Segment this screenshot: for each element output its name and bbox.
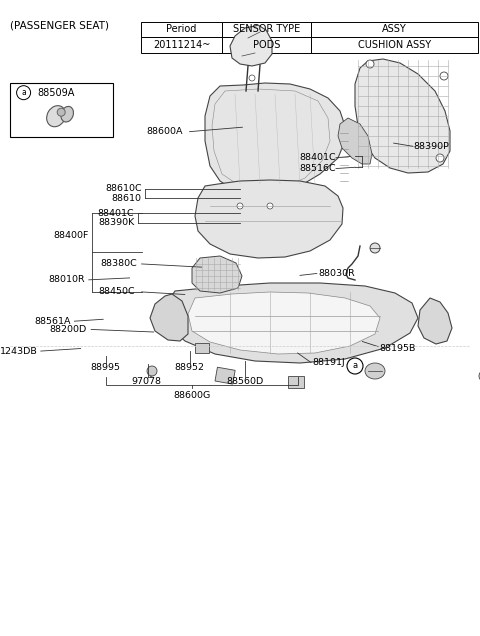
- Text: 20111214~: 20111214~: [153, 40, 210, 50]
- Circle shape: [436, 154, 444, 162]
- PathPatch shape: [355, 59, 450, 173]
- Circle shape: [147, 366, 157, 376]
- Text: CUSHION ASSY: CUSHION ASSY: [358, 40, 431, 50]
- Bar: [215, 367, 235, 384]
- Ellipse shape: [57, 108, 65, 116]
- Text: 97078: 97078: [132, 377, 161, 385]
- Text: 88450C: 88450C: [99, 287, 135, 296]
- Text: Period: Period: [166, 24, 197, 34]
- Text: a: a: [21, 88, 26, 97]
- Circle shape: [366, 60, 374, 68]
- PathPatch shape: [230, 25, 272, 66]
- Circle shape: [370, 243, 380, 253]
- Circle shape: [249, 75, 255, 81]
- Text: 88516C: 88516C: [300, 164, 336, 173]
- Text: (PASSENGER SEAT): (PASSENGER SEAT): [10, 20, 108, 31]
- Bar: [288, 376, 304, 388]
- Circle shape: [249, 85, 255, 91]
- Circle shape: [17, 86, 31, 100]
- Text: ASSY: ASSY: [382, 24, 407, 34]
- PathPatch shape: [150, 294, 188, 341]
- Circle shape: [237, 203, 243, 209]
- Text: 88401C: 88401C: [98, 209, 134, 218]
- Text: 88010R: 88010R: [49, 275, 85, 284]
- PathPatch shape: [338, 118, 372, 164]
- Text: 88610: 88610: [111, 194, 142, 203]
- Text: 88560D: 88560D: [226, 377, 264, 385]
- Text: PODS: PODS: [253, 40, 280, 50]
- Circle shape: [347, 358, 363, 374]
- Text: 88380C: 88380C: [100, 259, 137, 268]
- PathPatch shape: [418, 298, 452, 344]
- Bar: [222, 22, 311, 37]
- Bar: [222, 37, 311, 53]
- Circle shape: [440, 72, 448, 80]
- Bar: [311, 22, 478, 37]
- Text: 88390K: 88390K: [98, 218, 134, 227]
- Bar: [10, 83, 113, 137]
- Text: 88952: 88952: [175, 363, 204, 371]
- Bar: [311, 37, 478, 53]
- PathPatch shape: [165, 283, 418, 363]
- Text: 88509A: 88509A: [37, 88, 75, 98]
- Text: 88191J: 88191J: [312, 358, 345, 367]
- Text: 88200D: 88200D: [49, 325, 86, 334]
- Text: 88561A: 88561A: [35, 317, 71, 326]
- Ellipse shape: [61, 106, 73, 122]
- Text: 88390P: 88390P: [414, 142, 450, 151]
- PathPatch shape: [188, 292, 380, 354]
- Ellipse shape: [47, 106, 66, 127]
- PathPatch shape: [192, 256, 242, 293]
- Bar: [141, 37, 222, 53]
- Text: 88610C: 88610C: [105, 184, 142, 193]
- Text: 88995: 88995: [91, 363, 120, 371]
- Ellipse shape: [479, 368, 480, 384]
- Text: a: a: [352, 361, 358, 371]
- Text: 88030R: 88030R: [318, 269, 355, 278]
- Bar: [195, 343, 209, 353]
- Circle shape: [267, 203, 273, 209]
- Text: 88600A: 88600A: [146, 127, 182, 136]
- Ellipse shape: [365, 363, 385, 379]
- Text: 88400F: 88400F: [53, 231, 89, 240]
- Bar: [141, 22, 222, 37]
- Text: 88600G: 88600G: [173, 391, 211, 400]
- PathPatch shape: [205, 83, 345, 196]
- Text: 1243DB: 1243DB: [0, 347, 37, 356]
- Text: 88401C: 88401C: [300, 153, 336, 162]
- PathPatch shape: [195, 180, 343, 258]
- Text: 88195B: 88195B: [379, 344, 416, 353]
- Text: SENSOR TYPE: SENSOR TYPE: [233, 24, 300, 34]
